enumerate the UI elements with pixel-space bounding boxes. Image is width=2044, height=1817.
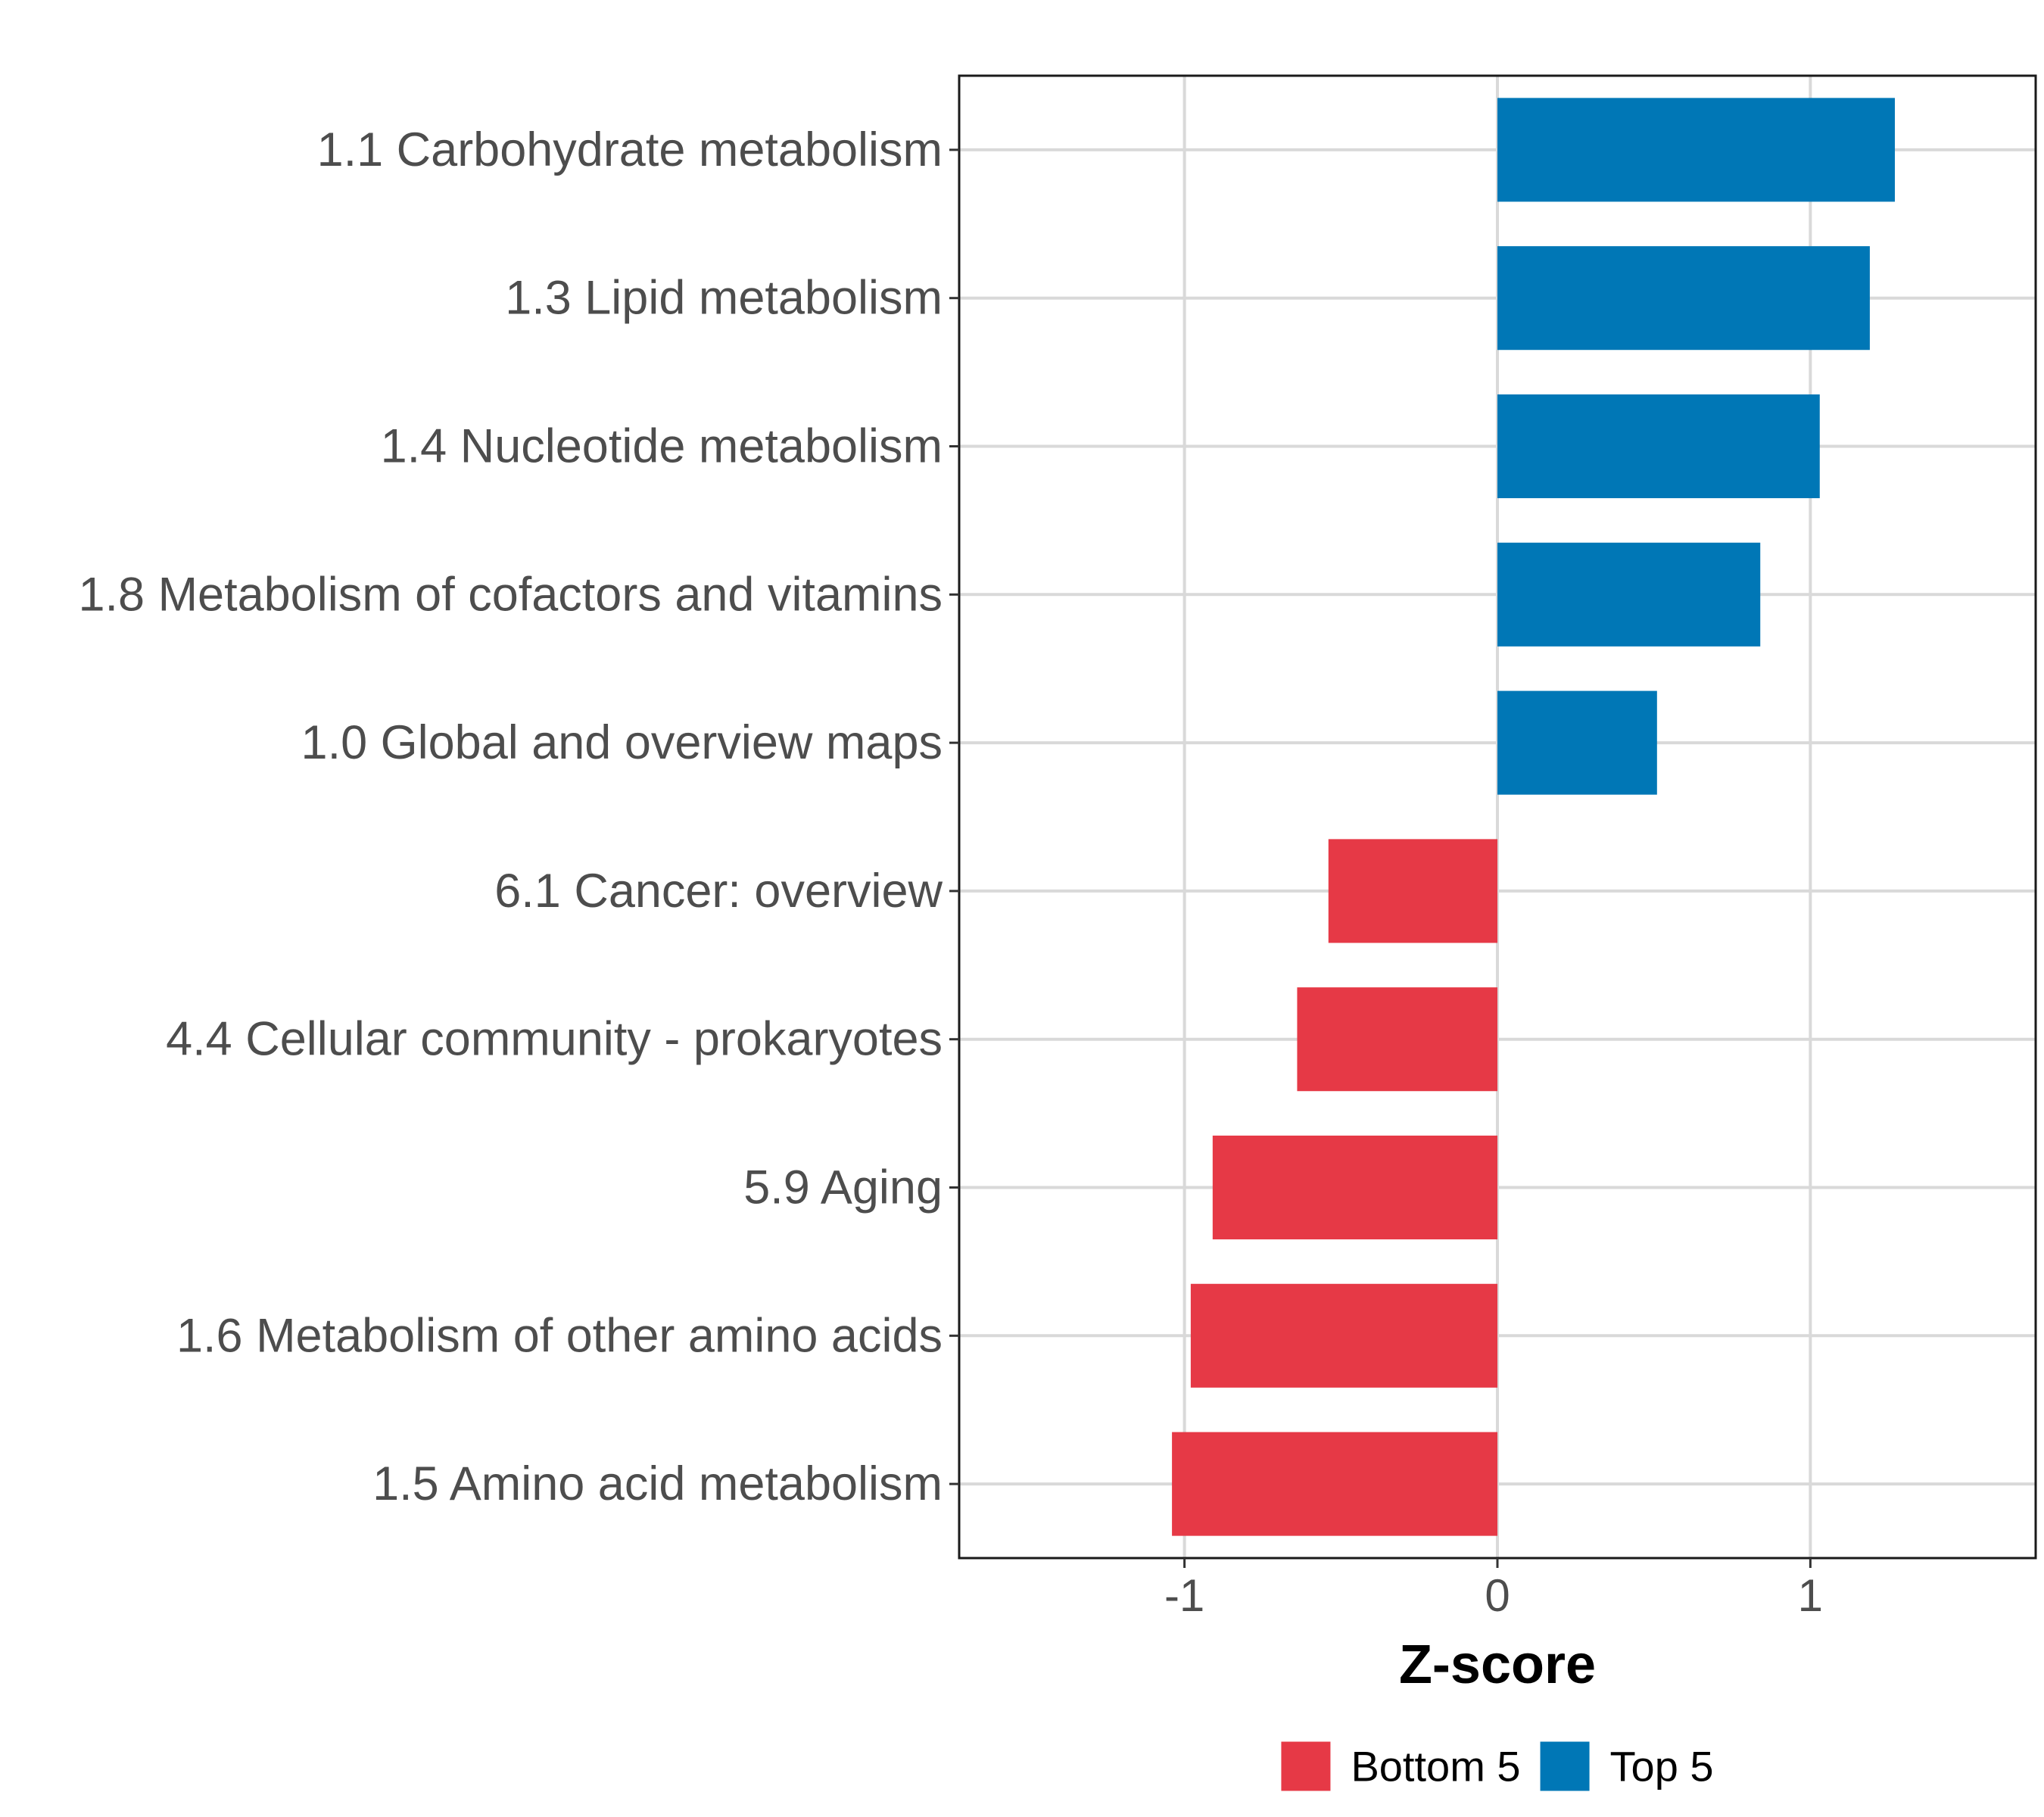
legend-label: Top 5: [1610, 1743, 1714, 1791]
y-tick-label: 5.9 Aging: [743, 1161, 943, 1214]
y-tick-label: 4.4 Cellular community - prokaryotes: [166, 1013, 943, 1066]
legend-label: Bottom 5: [1351, 1743, 1520, 1791]
bar: [1497, 691, 1657, 795]
bar: [1172, 1432, 1497, 1536]
y-tick-label: 1.8 Metabolism of cofactors and vitamins: [78, 568, 943, 621]
y-tick-label: 1.4 Nucleotide metabolism: [381, 420, 943, 473]
y-tick-label: 1.6 Metabolism of other amino acids: [176, 1309, 943, 1362]
bar: [1497, 543, 1760, 647]
bar: [1213, 1136, 1497, 1239]
legend-swatch: [1281, 1742, 1330, 1791]
legend-swatch: [1541, 1742, 1590, 1791]
bar: [1497, 98, 1895, 201]
bar: [1297, 987, 1497, 1091]
x-tick-label: 0: [1485, 1570, 1510, 1621]
bar-chart: 1.1 Carbohydrate metabolism 1.3 Lipid met…: [0, 0, 2044, 1817]
y-tick-label: 1.1 Carbohydrate metabolism: [317, 123, 943, 176]
bar: [1497, 394, 1820, 498]
y-tick-label: 1.3 Lipid metabolism: [505, 272, 943, 325]
x-tick-label: 1: [1798, 1570, 1823, 1621]
y-tick-label: 6.1 Cancer: overview: [494, 865, 943, 918]
bar: [1191, 1284, 1497, 1388]
chart-container: 1.1 Carbohydrate metabolism 1.3 Lipid met…: [0, 0, 2044, 1817]
x-tick-label: -1: [1164, 1570, 1204, 1621]
y-tick-label: 1.5 Amino acid metabolism: [372, 1457, 943, 1510]
bar: [1329, 839, 1497, 943]
y-tick-label: 1.0 Global and overview maps: [301, 716, 943, 769]
bar: [1497, 246, 1870, 350]
x-axis-title: Z-score: [1399, 1635, 1596, 1695]
